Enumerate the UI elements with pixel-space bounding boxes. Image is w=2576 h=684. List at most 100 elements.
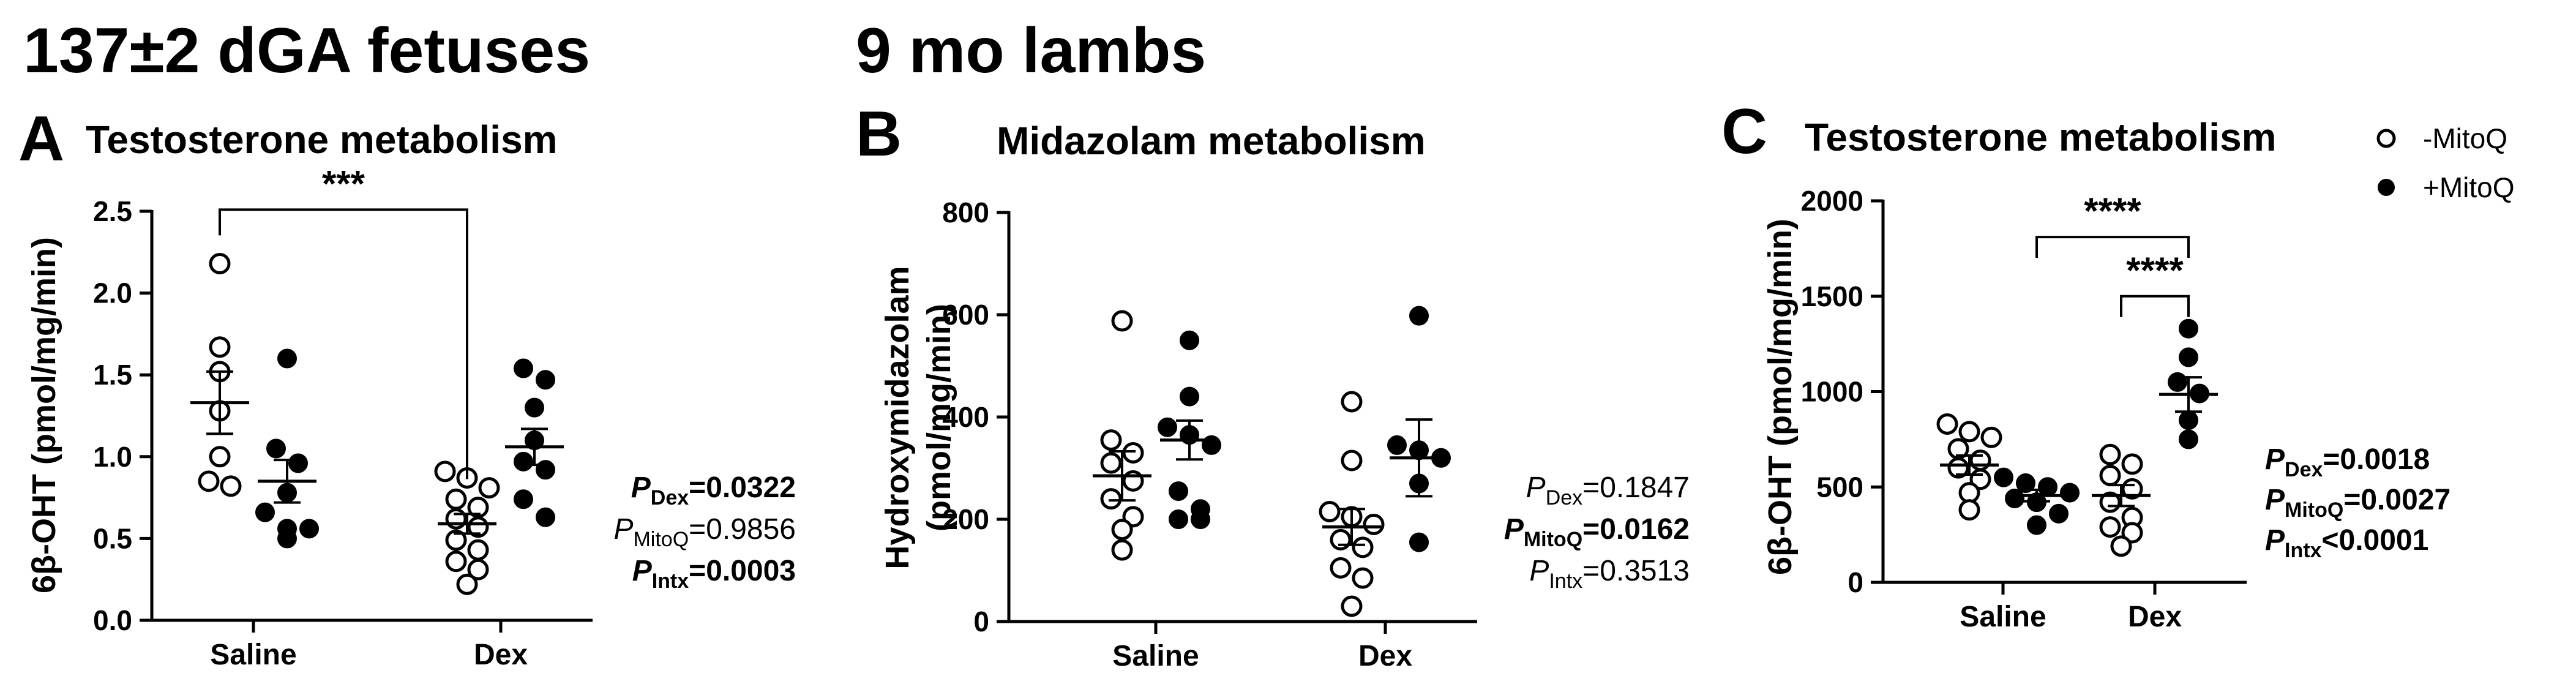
data-point <box>514 451 533 472</box>
series-minus-mitoq-saline <box>1936 413 2002 521</box>
significance-bracket <box>219 208 468 479</box>
data-point <box>288 453 308 473</box>
data-point <box>277 348 297 369</box>
stat-sub: Intx <box>1549 569 1582 593</box>
stat-value: <0.0001 <box>2321 524 2428 557</box>
data-point <box>1958 499 1980 521</box>
panel-c-title: Testosterone metabolism <box>1805 115 2277 159</box>
stat-value: =0.0322 <box>689 472 796 504</box>
data-point <box>525 397 544 418</box>
data-point <box>1169 509 1188 529</box>
data-point <box>1180 330 1199 350</box>
legend-open-marker <box>2376 129 2396 148</box>
legend-filled-marker <box>2378 179 2395 196</box>
data-point <box>1169 481 1188 502</box>
data-point <box>209 446 231 468</box>
series-plus-mitoq-saline <box>1994 467 2080 535</box>
panel-a-title: Testosterone metabolism <box>86 118 558 162</box>
x-tick-label: Dex <box>1358 640 1412 672</box>
header-fetuses: 137±2 dGA fetuses <box>23 15 590 86</box>
data-point <box>266 438 286 459</box>
stat-value: =0.3513 <box>1582 555 1690 587</box>
y-tick-label: 1000 <box>1801 376 1863 408</box>
data-point <box>1100 452 1122 474</box>
x-tick-label: Saline <box>210 639 296 671</box>
data-point <box>209 336 231 358</box>
stat-p: P <box>631 472 651 504</box>
data-point <box>2005 488 2024 508</box>
y-tick-label: 600 <box>942 299 989 331</box>
stat-sub: MitoQ <box>633 528 689 551</box>
data-point <box>299 519 319 539</box>
data-point <box>1191 509 1210 529</box>
stat-p: P <box>1529 555 1549 587</box>
data-point <box>2179 347 2198 367</box>
series-minus-mitoq-dex <box>2092 443 2151 557</box>
data-point <box>1409 306 1429 326</box>
stat-line: PMitoQ=0.9856 <box>613 513 796 551</box>
data-point <box>2121 522 2143 544</box>
data-point <box>514 358 533 378</box>
data-point <box>467 558 489 581</box>
data-point <box>2110 535 2132 557</box>
data-point <box>1111 519 1133 541</box>
data-point <box>1330 557 1352 579</box>
data-point <box>1330 528 1352 551</box>
panel-b-ylabel-line2: (pmol/mg/min) <box>921 304 957 532</box>
stat-p: P <box>1526 472 1546 504</box>
series-plus-mitoq-saline <box>255 348 319 549</box>
stat-sub: MitoQ <box>2285 498 2343 522</box>
series-minus-mitoq-dex <box>1319 391 1385 617</box>
data-point <box>467 539 489 561</box>
y-tick-label: 1.5 <box>93 359 132 391</box>
series-plus-mitoq-dex <box>2159 318 2218 449</box>
data-point <box>536 507 555 527</box>
stat-value: =0.0162 <box>1582 513 1690 546</box>
y-tick-label: 2.0 <box>93 277 132 309</box>
x-tick-label: Saline <box>1112 640 1199 672</box>
stat-line: PDex=0.0322 <box>631 472 796 509</box>
data-point <box>536 370 555 390</box>
y-tick-label: 0.5 <box>93 522 132 554</box>
data-point <box>478 477 500 499</box>
data-point <box>445 551 467 573</box>
data-point <box>536 460 555 480</box>
y-tick-label: 2.5 <box>93 195 132 227</box>
significance-bracket <box>2120 295 2190 317</box>
y-tick-label: 0 <box>973 606 989 637</box>
data-point <box>2016 473 2035 494</box>
panel-label-c: C <box>1721 96 1767 167</box>
data-point <box>255 502 275 522</box>
stat-line: PMitoQ=0.0027 <box>2265 484 2451 522</box>
data-point <box>2027 515 2046 535</box>
data-point <box>1352 567 1374 589</box>
y-tick-label: 1.0 <box>93 441 132 473</box>
data-point <box>2049 503 2069 524</box>
data-point <box>1341 391 1363 413</box>
data-point <box>1341 595 1363 617</box>
data-point <box>1341 449 1363 472</box>
stat-p: P <box>2265 443 2285 476</box>
panel-c-ylabel: 6β-OHT (pmol/mg/min) <box>1762 219 1799 575</box>
data-point <box>2179 410 2198 430</box>
stat-line: PMitoQ=0.0162 <box>1504 513 1690 551</box>
data-point <box>1387 435 1407 455</box>
data-point <box>1158 417 1177 437</box>
stat-line: PDex=0.0018 <box>2265 443 2430 481</box>
stat-line: PIntx<0.0001 <box>2265 524 2428 562</box>
stat-sub: Dex <box>651 486 689 509</box>
stat-value: =0.1847 <box>1582 472 1690 504</box>
stat-sub: Dex <box>2285 458 2323 481</box>
series-plus-mitoq-dex <box>505 358 564 527</box>
data-point <box>2038 477 2057 497</box>
significance-label: **** <box>2126 250 2184 291</box>
stat-sub: Dex <box>1546 486 1582 509</box>
data-point <box>1111 539 1133 561</box>
data-point <box>434 460 456 483</box>
data-point <box>2060 483 2080 503</box>
data-point <box>1180 386 1199 407</box>
data-point <box>277 528 297 549</box>
